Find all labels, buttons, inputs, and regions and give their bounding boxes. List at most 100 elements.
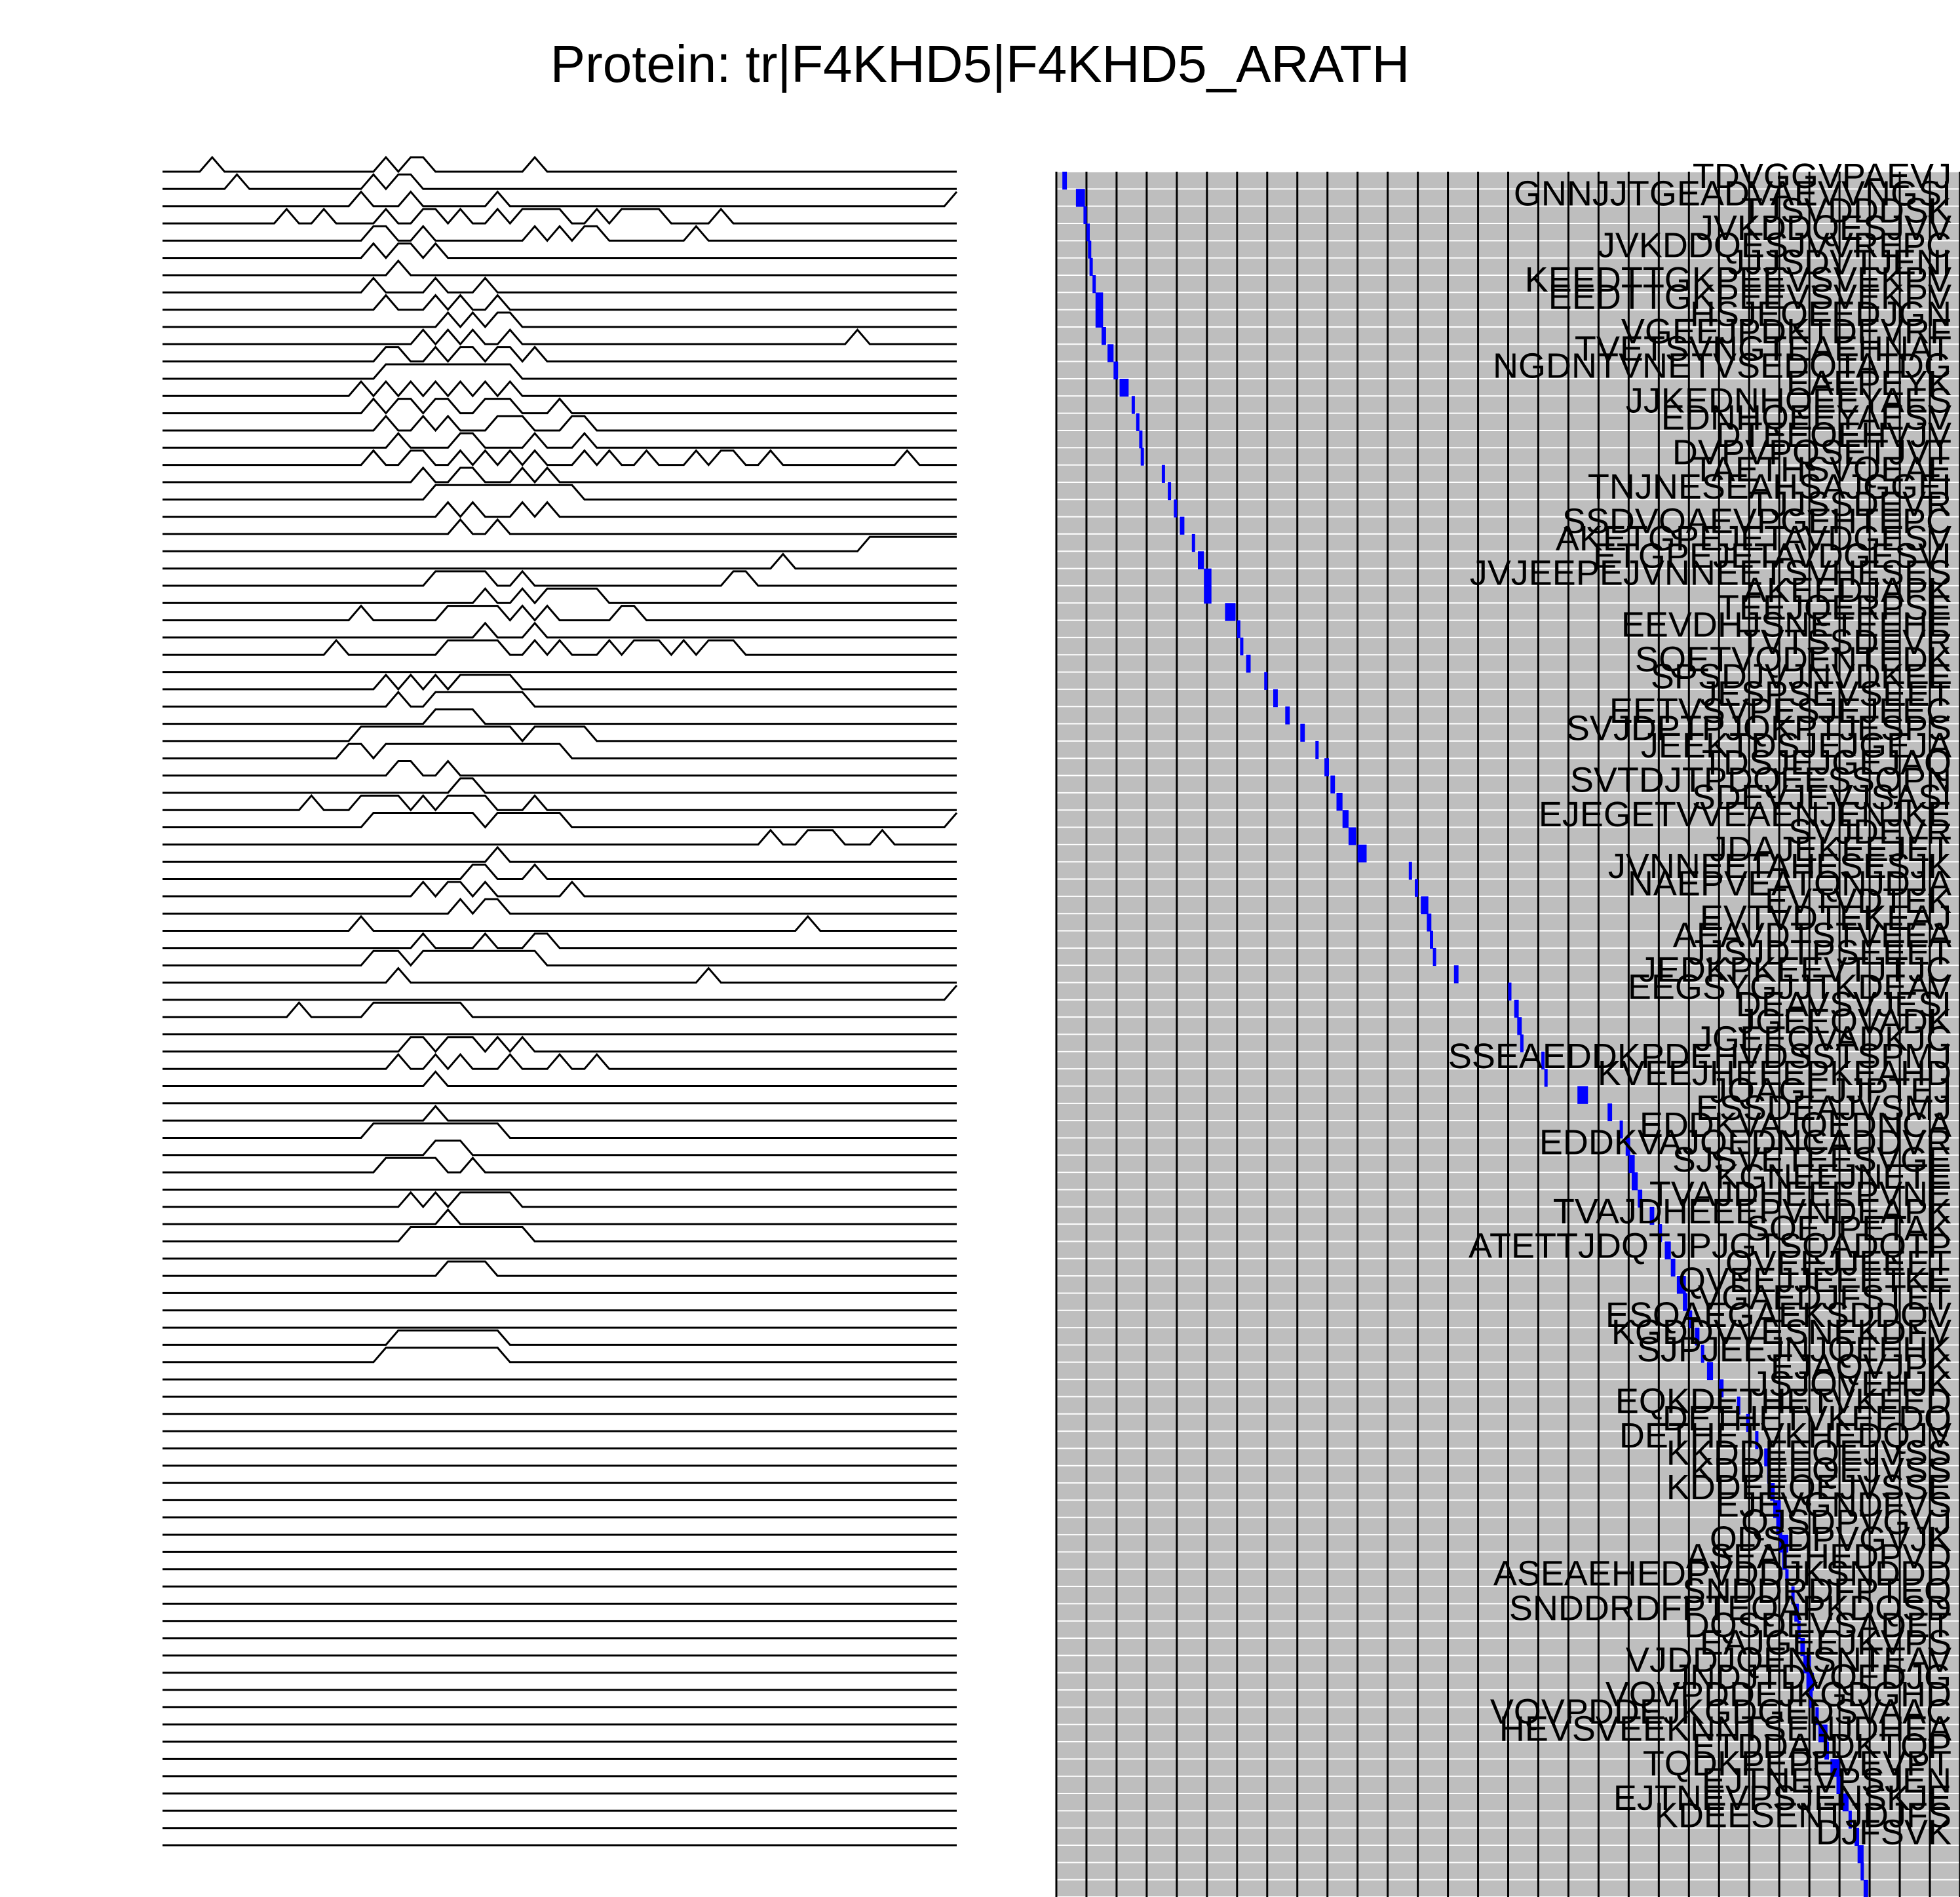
peptide-mark [1770, 1483, 1775, 1501]
peak-trace [163, 449, 957, 467]
peptide-mark [1139, 431, 1143, 449]
peptide-label: TVETSVNGTEAEHNAT [1575, 329, 1951, 368]
peptide-label: SJPJEEJNJQEEHK [1637, 1330, 1951, 1370]
peptide-mark [1086, 223, 1090, 242]
peptide-mark [1237, 620, 1240, 638]
peptide-mark [1421, 896, 1429, 915]
peptide-mark [1824, 1742, 1829, 1760]
peptide-label: ASEAEHEDPVD [1686, 1537, 1951, 1576]
peptide-mark [1083, 206, 1087, 224]
peak-trace [163, 863, 957, 880]
peptide-label: KEEDTTGKPEEVSVEKPV [1525, 260, 1951, 299]
peptide-label: SNDDRDFPTEQ [1682, 1571, 1951, 1611]
peptide-mark [1240, 637, 1244, 656]
peptide-label: EJTNEVPSJENSKJE [1613, 1778, 1951, 1818]
peptide-mark [1670, 1258, 1676, 1277]
peptide-mark [1638, 1189, 1643, 1208]
peptide-label: JJKEDNHQEEYAES [1626, 381, 1951, 420]
peptide-label: SPSDJVJNVDKEE [1651, 657, 1951, 697]
peptide-label: EDDKVAJQEDNCA [1640, 1105, 1951, 1145]
peptide-label: DVPVPQSETJVT [1672, 432, 1951, 472]
peak-trace [163, 207, 957, 225]
peptide-label: EEVDHJSNETEEHE [1621, 605, 1951, 645]
peptide-label: EJAQVJPK [1771, 1347, 1951, 1387]
peptide-label: DQSDEVSADET [1684, 1606, 1951, 1645]
peak-trace [163, 535, 957, 552]
peptide-label: VGEEJPDKTDEVRF [1621, 312, 1951, 351]
peak-trace [163, 967, 957, 984]
peptide-mark [1767, 1465, 1771, 1484]
peptide-label: JVKDDQESJVV [1696, 208, 1951, 248]
peptide-mark [1348, 827, 1356, 845]
peak-trace [163, 742, 957, 760]
peptide-mark [1136, 413, 1140, 431]
peptide-label: JNDJTDVQEDJG [1672, 1658, 1951, 1697]
peak-trace [163, 1156, 957, 1174]
peptide-mark [1088, 240, 1092, 259]
peak-trace [163, 1208, 957, 1225]
peptide-label: EVTVDTEK [1765, 881, 1951, 921]
peptide-label: TVAJDHEEEPVNDEAPK [1553, 1192, 1951, 1231]
peptide-mark [1857, 1845, 1864, 1864]
peptide-mark [1131, 396, 1135, 414]
peptide-label: SDEVJEVJSASI [1692, 778, 1951, 817]
peptide-mark [1737, 1396, 1740, 1415]
peptide-label: EVTVDTEKEAJ [1700, 898, 1951, 938]
peak-trace [163, 1329, 957, 1346]
peptide-label: QVEEJJEEETKE [1678, 1261, 1951, 1300]
peak-trace [163, 915, 957, 932]
peptide-label: TJSVDDDSK [1741, 191, 1951, 231]
peak-trace [163, 1191, 957, 1209]
peptide-label: TVAJDHEEEPVNE [1649, 1175, 1951, 1214]
peptide-label: KVEEJHEEEPKEAHD [1598, 1054, 1951, 1093]
peak-trace [163, 638, 957, 657]
peptide-label: ETGPEJETAVDGESVI [1593, 536, 1951, 575]
peak-trace [163, 1260, 957, 1277]
peptide-mark [1089, 258, 1093, 276]
peptide-label: JVNNEETAHESESJK [1608, 847, 1951, 886]
peptide-mark [1204, 568, 1212, 586]
peak-trace [163, 897, 957, 915]
peptide-label: DETHETVKEEDQ [1662, 1399, 1951, 1438]
peak-trace [163, 363, 957, 380]
peak-trace [163, 518, 957, 535]
peak-trace [163, 328, 957, 346]
peptide-label: EQKDETHETVKEED [1615, 1381, 1951, 1421]
peak-trace [163, 984, 958, 1001]
peak-trace [163, 414, 957, 432]
peptide-mark [1324, 758, 1329, 776]
peak-trace [163, 759, 957, 776]
peptide-mark [1664, 1241, 1671, 1259]
peak-trace [163, 277, 957, 294]
peptide-label: DJFSVK [1816, 1813, 1951, 1852]
peptide-label: HEVSVEEKNNTSENJDHEA [1499, 1710, 1951, 1749]
peak-trace [163, 311, 957, 329]
peptide-label: JVJEEPEJVNNEETSVHESES [1470, 554, 1951, 593]
peptide-label: KKDDEEQEJVSS [1666, 1433, 1951, 1472]
peptide-label: EDDKVAJQEDNCADDVR [1539, 1123, 1951, 1162]
peptide-mark [1803, 1655, 1811, 1674]
peptide-label: SQEJPETAK [1746, 1209, 1951, 1248]
peptide-label: VQVPDDEJKGDGHD [1605, 1675, 1951, 1714]
peptide-label: EJTNEVPSJEN [1702, 1761, 1951, 1801]
peptide-mark [1791, 1586, 1795, 1605]
peptide-label: JJJSDVTJENI [1727, 243, 1951, 282]
peptide-mark [1508, 982, 1512, 1001]
peak-trace [163, 1070, 957, 1087]
peptide-label: ATETTJDQTJPJGTSQADQTP [1469, 1227, 1951, 1266]
peptide-mark [1797, 1620, 1801, 1639]
peptide-label: TAETHSVQEAE [1693, 450, 1951, 489]
peptide-label: VJDDJQENSNTEAV [1626, 1640, 1951, 1679]
peptide-mark [1092, 275, 1096, 294]
peptide-label: GNNJJTGEADVAEVVNGSI [1514, 174, 1951, 213]
peptide-mark [1300, 723, 1305, 742]
peptide-label: ESQAEGAEKSDDQV [1605, 1295, 1951, 1335]
peptide-mark [1695, 1328, 1700, 1346]
peptide-label: TNJNESEAHSAJGGEI [1588, 467, 1951, 507]
peptide-mark [1676, 1276, 1686, 1294]
peptide-mark [1198, 551, 1204, 569]
peptide-label: KDEESENTJDJFS [1655, 1795, 1951, 1835]
peptide-mark [1541, 1051, 1545, 1070]
peptide-label: SSDVQAEVPGEHTEPC [1562, 502, 1951, 541]
peak-trace [163, 190, 958, 208]
